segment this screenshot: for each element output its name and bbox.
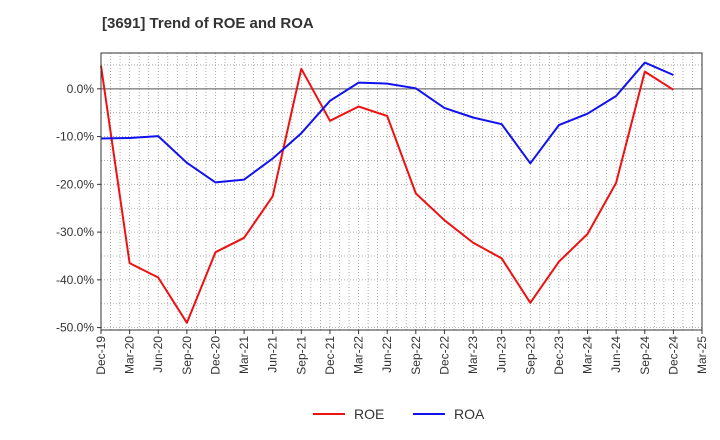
legend: ROE ROA	[313, 406, 485, 422]
y-tick-label: -30.0%	[56, 225, 94, 239]
x-tick-label: Jun-24	[609, 336, 623, 373]
y-tick-label: -20.0%	[56, 177, 94, 191]
x-tick-label: Dec-24	[666, 336, 680, 375]
x-tick-label: Dec-20	[208, 336, 222, 375]
y-axis-ticks: 0.0% -10.0% -20.0% -30.0% -40.0% -50.0%	[56, 82, 101, 335]
series-line-roe	[100, 65, 674, 324]
x-tick-label: Sep-22	[409, 336, 423, 375]
x-tick-label: Sep-21	[294, 336, 308, 375]
x-tick-label: Jun-20	[151, 336, 165, 373]
legend-label-roa: ROA	[454, 406, 485, 422]
x-axis-ticks: Dec-19 Mar-20 Jun-20 Sep-20 Dec-20 Mar-21 Jun-…	[94, 330, 709, 375]
x-tick-label: Sep-20	[180, 336, 194, 375]
x-tick-label: Mar-20	[123, 336, 137, 374]
plot-frame	[100, 52, 703, 331]
series-line-roa	[100, 61, 674, 184]
x-tick-label: Jun-21	[266, 336, 280, 373]
x-tick-label: Jun-23	[495, 336, 509, 373]
x-tick-label: Dec-23	[552, 336, 566, 375]
x-tick-label: Dec-21	[323, 336, 337, 375]
y-tick-label: -50.0%	[56, 321, 94, 335]
x-tick-label: Sep-23	[523, 336, 537, 375]
series-layer	[100, 61, 674, 324]
chart-title: [3691] Trend of ROE and ROA	[102, 15, 314, 32]
x-tick-label: Dec-22	[437, 336, 451, 375]
x-tick-label: Dec-19	[94, 336, 108, 375]
y-tick-label: -10.0%	[56, 130, 94, 144]
legend-label-roe: ROE	[354, 406, 384, 422]
x-tick-label: Jun-22	[380, 336, 394, 373]
x-tick-label: Mar-25	[695, 336, 709, 374]
x-tick-label: Mar-22	[352, 336, 366, 374]
y-tick-label: -40.0%	[56, 273, 94, 287]
x-tick-label: Mar-21	[237, 336, 251, 374]
x-tick-label: Sep-24	[638, 336, 652, 375]
x-tick-label: Mar-24	[581, 336, 595, 374]
y-tick-label: 0.0%	[67, 82, 95, 96]
x-tick-label: Mar-23	[466, 336, 480, 374]
